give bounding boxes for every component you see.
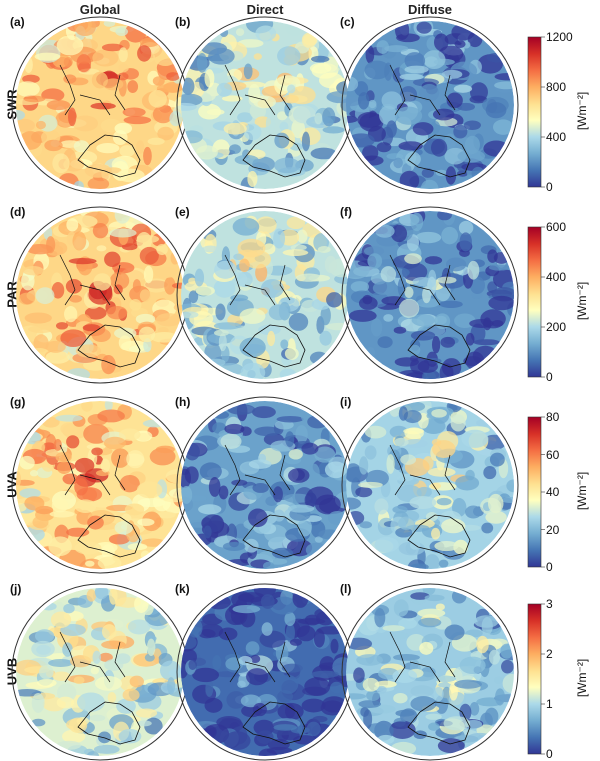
globe-map-swr-global	[11, 16, 189, 194]
panel-label: (j)	[10, 582, 22, 596]
coastline	[242, 324, 306, 368]
coastline	[77, 514, 141, 558]
colorbar-tick: 40	[546, 485, 560, 499]
panel-label: (d)	[10, 205, 26, 219]
column-header-direct: Direct	[246, 2, 284, 17]
panel-label: (a)	[10, 15, 25, 29]
coastline	[242, 701, 306, 745]
globe-map-uvb-global	[11, 583, 189, 761]
globe-map-uva-direct	[176, 396, 354, 574]
coastline	[407, 324, 471, 368]
panel-label: (c)	[340, 15, 355, 29]
globe-map-par-direct	[176, 206, 354, 384]
globe-map-uva-diffuse	[341, 396, 519, 574]
colorbar-tick: 400	[546, 130, 567, 144]
coastline	[407, 134, 471, 178]
panel-label: (b)	[175, 15, 191, 29]
colorbar-tick: 800	[546, 80, 567, 94]
colorbar	[527, 36, 542, 188]
coastline	[242, 514, 306, 558]
column-header-global: Global	[79, 2, 121, 17]
globe-map-uvb-diffuse	[341, 583, 519, 761]
globe-outline	[341, 16, 519, 194]
colorbar-tick: 200	[546, 320, 567, 334]
globe-map-uva-global	[11, 396, 189, 574]
panel-label: (f)	[340, 205, 352, 219]
panel-label: (e)	[175, 205, 190, 219]
colorbar	[527, 603, 542, 755]
colorbar-tick: 0	[546, 180, 553, 194]
colorbar-tick: 0	[546, 370, 553, 384]
panel-label: (g)	[10, 395, 26, 409]
colorbar-tick: 1200	[546, 30, 573, 44]
colorbar-tick: 60	[546, 447, 560, 462]
globe-map-par-global	[11, 206, 189, 384]
panel-label: (l)	[340, 582, 352, 596]
colorbar-tick: 2	[546, 647, 553, 661]
panel-label: (k)	[175, 582, 190, 596]
globe-outline	[341, 396, 519, 574]
colorbar-tick: 80	[546, 410, 560, 424]
panel-label: (h)	[175, 395, 191, 409]
globe-map-par-diffuse	[341, 206, 519, 384]
coastline	[407, 701, 471, 745]
coastline	[77, 134, 141, 178]
globe-map-swr-direct	[176, 16, 354, 194]
colorbar-tick: 400	[546, 270, 567, 284]
colorbar-tick: 0	[546, 747, 553, 761]
globe-outline	[341, 583, 519, 761]
coastline	[407, 514, 471, 558]
coastline	[77, 701, 141, 745]
colorbar-tick: 1	[546, 697, 553, 711]
colorbar-tick: 3	[546, 597, 553, 611]
coastline	[242, 134, 306, 178]
column-header-diffuse: Diffuse	[407, 2, 453, 17]
globe-map-swr-diffuse	[341, 16, 519, 194]
colorbar-tick: 600	[546, 220, 567, 234]
colorbar-tick: 20	[546, 522, 560, 537]
globe-outline	[341, 206, 519, 384]
colorbar	[527, 416, 542, 568]
colorbar	[527, 226, 542, 378]
coastline	[77, 324, 141, 368]
panel-label: (i)	[340, 395, 352, 409]
colorbar-tick: 0	[546, 560, 553, 574]
globe-map-uvb-direct	[176, 583, 354, 761]
